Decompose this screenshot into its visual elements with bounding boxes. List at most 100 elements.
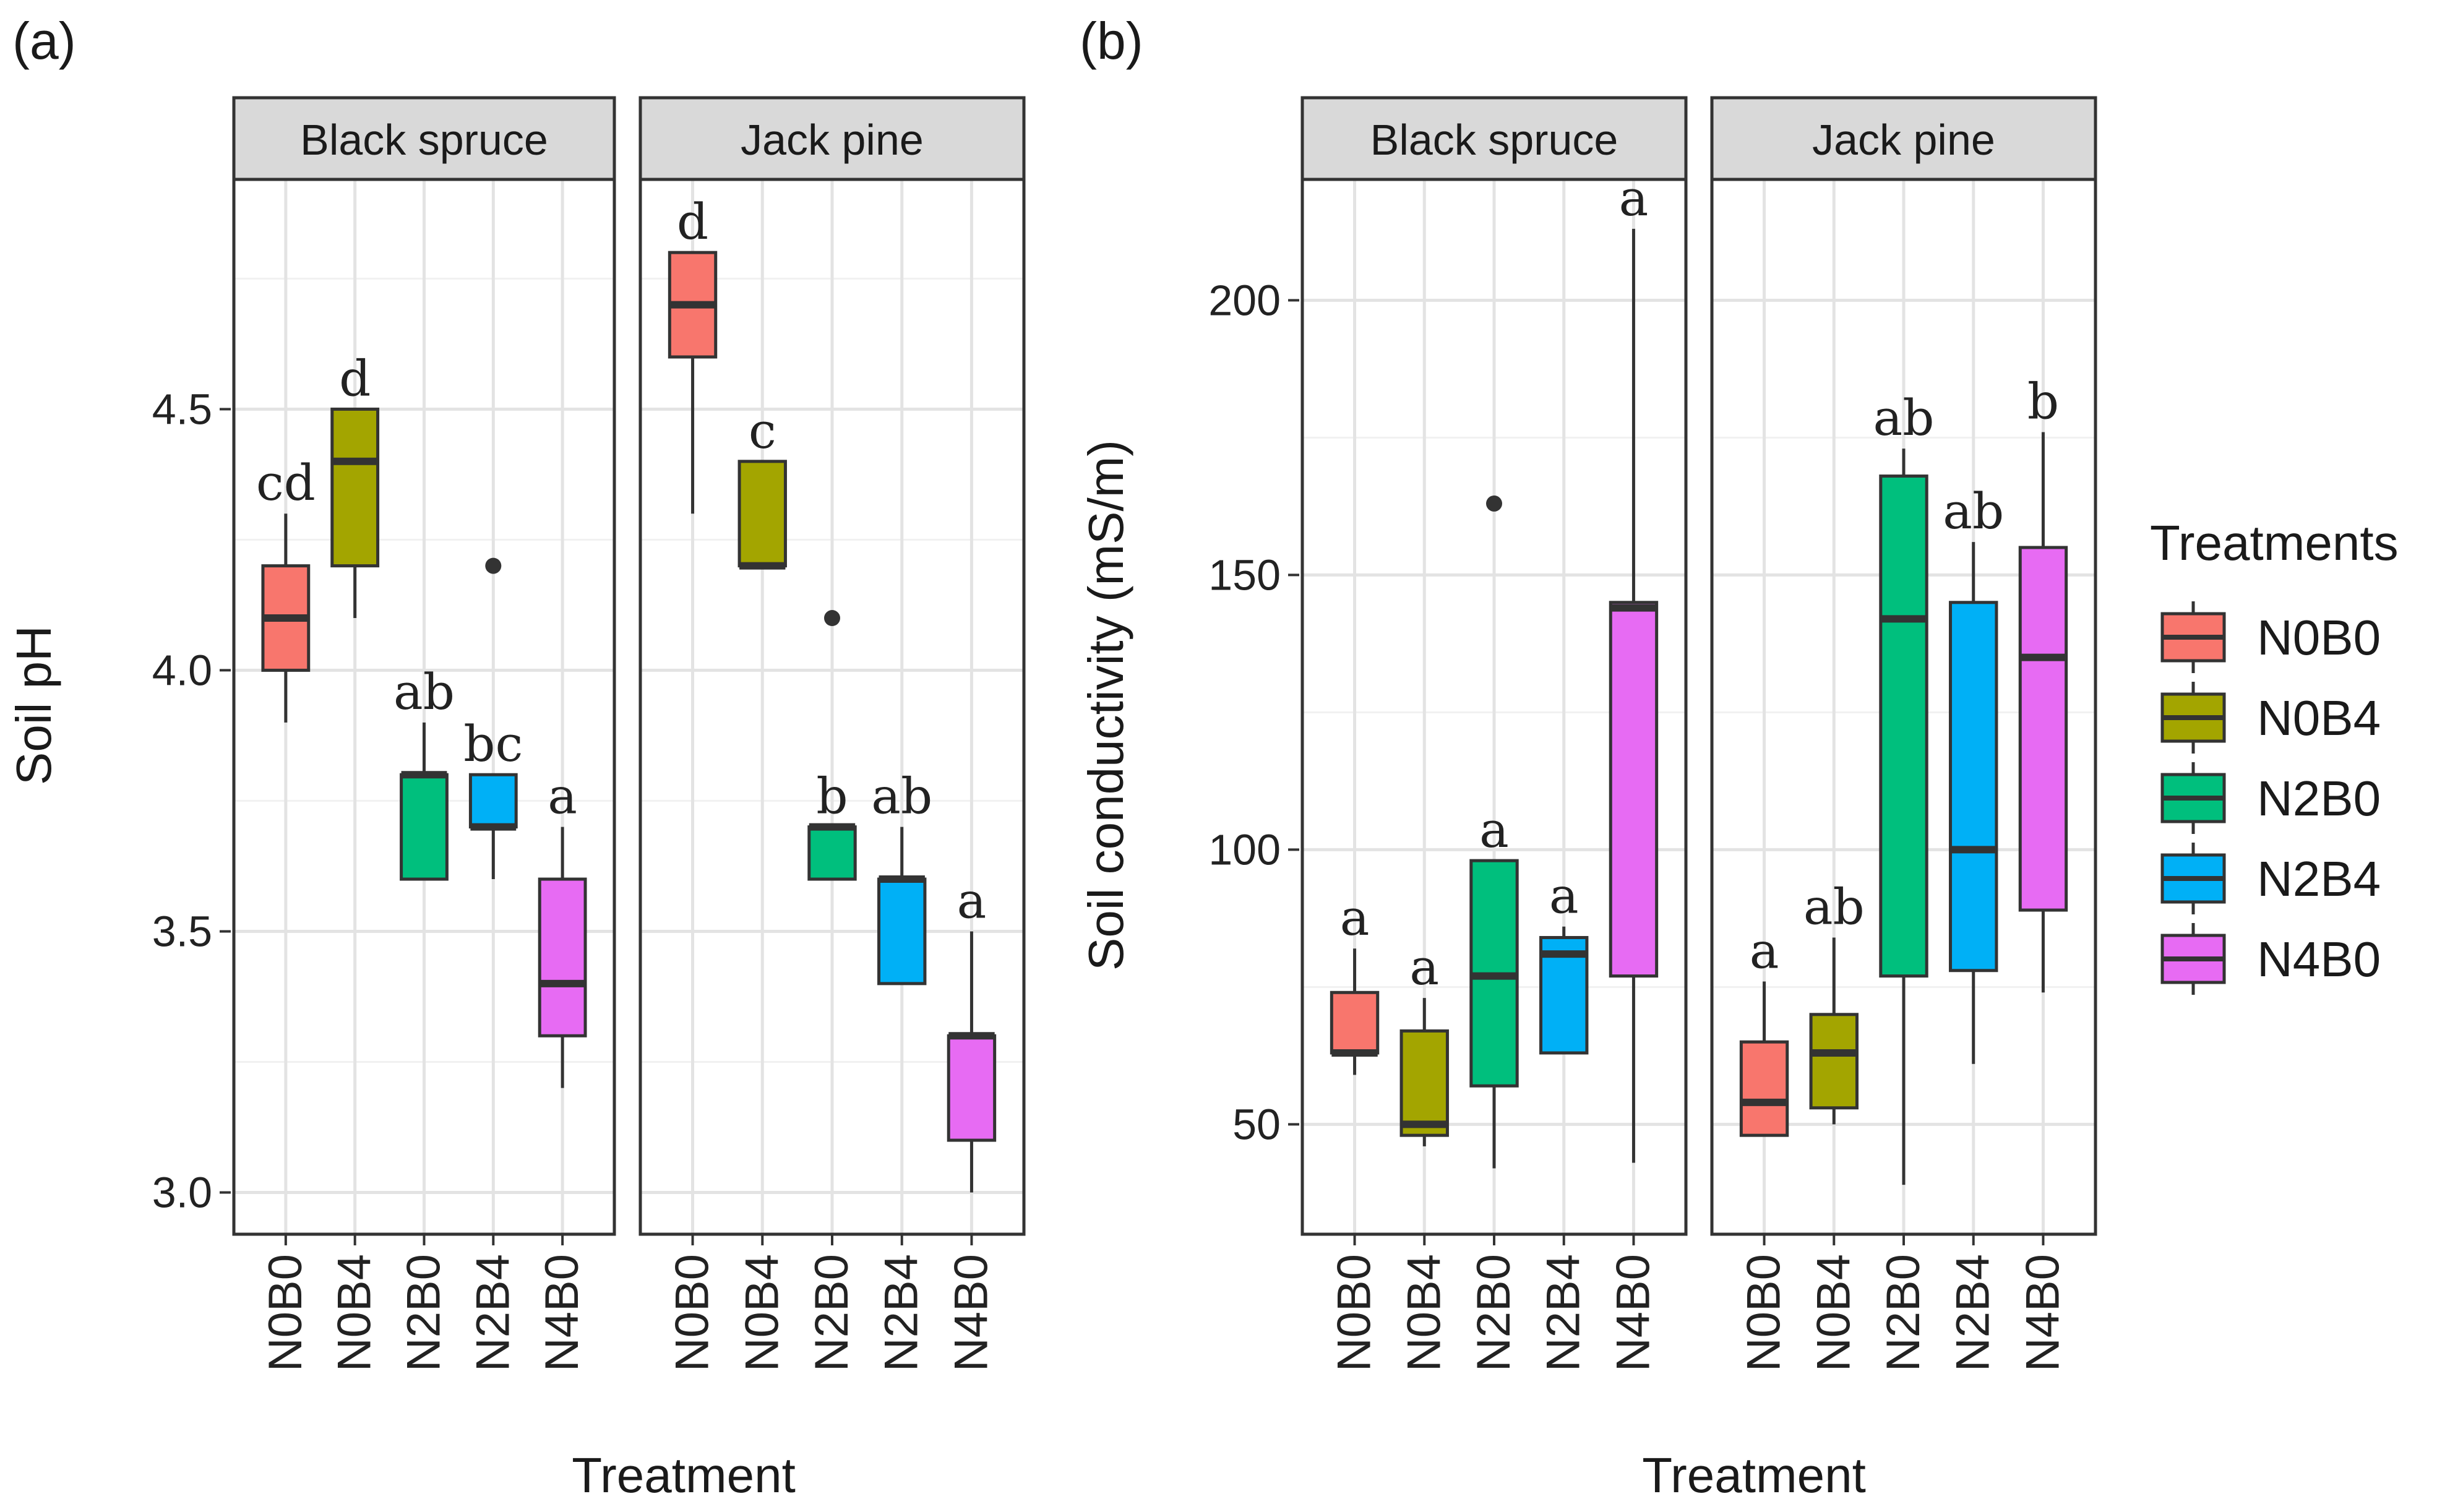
box-n0b4: ab xyxy=(1803,878,1865,1125)
box-iqr xyxy=(1809,1013,1859,1110)
box-n0b0: a xyxy=(1330,889,1380,1075)
box-iqr xyxy=(1949,601,1998,973)
significance-letter: ab xyxy=(1803,878,1865,935)
box-iqr xyxy=(1609,601,1659,978)
x-tick-label: N2B0 xyxy=(398,1254,450,1372)
legend-item-label: N0B4 xyxy=(2257,690,2381,745)
y-axis-title-b: Soil conductivity (mS/m) xyxy=(1078,440,1133,971)
significance-letter: a xyxy=(1340,889,1370,947)
y-axis-title-a: Soil pH xyxy=(6,625,61,785)
x-tick-label: N2B4 xyxy=(875,1254,928,1372)
x-tick-label: N4B0 xyxy=(945,1254,997,1372)
x-tick-label: N2B4 xyxy=(466,1254,519,1372)
legend-item-label: N4B0 xyxy=(2257,932,2381,987)
y-tick-label: 100 xyxy=(1208,825,1281,874)
legend-keys: N0B0 N0B4 N2B0 N2B4 N4B0 xyxy=(2160,601,2381,995)
y-tick-label: 150 xyxy=(1208,551,1281,599)
facet-strip-label: Black spruce xyxy=(300,116,548,164)
significance-letter: a xyxy=(1750,922,1779,980)
legend-item-n0b0: N0B0 xyxy=(2160,601,2381,673)
facet-strip-label: Jack pine xyxy=(1812,116,1995,164)
box-n0b0: a xyxy=(1739,922,1789,1137)
panel-label-b: (b) xyxy=(1080,12,1143,70)
significance-letter: cd xyxy=(256,454,316,512)
facet-strip xyxy=(1710,96,2097,181)
box-iqr xyxy=(2018,546,2068,912)
box-n2b4: a xyxy=(1539,867,1589,1055)
x-tick-label: N2B0 xyxy=(806,1254,858,1372)
significance-letter: a xyxy=(1549,867,1579,925)
box-n0b4: c xyxy=(737,402,787,570)
y-tick-label: 4.5 xyxy=(152,385,212,433)
legend-item-label: N2B4 xyxy=(2257,851,2381,906)
box-iqr xyxy=(400,773,449,881)
facet-jack-pine: d c b aba Jack pine N0B0 N0B4 N2B0 N2B4 N4B0 xyxy=(638,96,1026,1372)
x-tick-label: N0B0 xyxy=(1738,1254,1790,1372)
box-iqr xyxy=(1330,990,1380,1055)
y-tick-label: 4.0 xyxy=(152,646,212,694)
y-tick-label: 3.5 xyxy=(152,907,212,955)
box-iqr xyxy=(1879,475,1928,978)
box-n4b0: b xyxy=(2018,372,2068,993)
x-tick-label: N4B0 xyxy=(536,1254,588,1372)
box-n4b0: a xyxy=(538,768,587,1088)
significance-letter: bc xyxy=(463,715,523,773)
box-iqr xyxy=(1399,1029,1449,1137)
box-n0b0: d xyxy=(668,193,718,514)
x-tick-label: N2B4 xyxy=(1947,1254,2000,1372)
facet-strip xyxy=(1300,96,1688,181)
significance-letter: a xyxy=(548,768,577,825)
box-n0b0: cd xyxy=(256,454,316,723)
box-n4b0: a xyxy=(1609,170,1659,1163)
x-tick-label: N2B0 xyxy=(1468,1254,1520,1372)
significance-letter: b xyxy=(816,768,848,825)
box-iqr xyxy=(330,407,380,568)
legend-title: Treatments xyxy=(2150,515,2399,570)
x-tick-label: N0B4 xyxy=(329,1254,381,1372)
legend-item-n4b0: N4B0 xyxy=(2160,923,2381,995)
box-n4b0: a xyxy=(947,872,997,1193)
outlier-point xyxy=(824,610,840,627)
facet-strip xyxy=(232,96,616,181)
box-n2b0: a xyxy=(1469,495,1519,1169)
x-tick-label: N0B0 xyxy=(259,1254,312,1372)
box-iqr xyxy=(947,1034,997,1142)
outlier-point xyxy=(1486,495,1502,512)
box-n2b4: ab xyxy=(1943,483,2004,1064)
y-tick-label: 200 xyxy=(1208,276,1281,324)
legend-item-n0b4: N0B4 xyxy=(2160,682,2381,754)
significance-letter: a xyxy=(957,872,987,929)
x-tick-label: N2B0 xyxy=(1877,1254,1930,1372)
legend-item-n2b0: N2B0 xyxy=(2160,762,2381,834)
facet-strip-label: Jack pine xyxy=(741,116,924,164)
x-tick-label: N0B0 xyxy=(1328,1254,1381,1372)
x-tick-label: N2B4 xyxy=(1537,1254,1590,1372)
x-tick-label: N0B4 xyxy=(736,1254,788,1372)
box-iqr xyxy=(468,773,518,829)
outlier-point xyxy=(485,557,502,574)
x-axis-title-b: Treatment xyxy=(1642,1448,1866,1503)
significance-letter: d xyxy=(339,350,371,407)
box-n2b0: ab xyxy=(1873,389,1935,1185)
significance-letter: a xyxy=(1479,801,1509,859)
panel-label-a: (a) xyxy=(12,12,76,70)
legend: Treatments N0B0 N0B4 N2B0 N2B4 N4B0 xyxy=(2150,515,2399,995)
significance-letter: ab xyxy=(1873,389,1935,447)
y-tick-label: 50 xyxy=(1232,1100,1281,1148)
x-tick-label: N0B4 xyxy=(1807,1254,1860,1372)
box-iqr xyxy=(807,825,857,881)
y-tick-label: 3.0 xyxy=(152,1168,212,1216)
significance-letter: ab xyxy=(871,768,932,825)
box-n2b0: ab xyxy=(393,663,455,881)
box-n2b4: bc xyxy=(463,557,523,880)
significance-letter: d xyxy=(677,193,708,251)
box-iqr xyxy=(877,877,927,986)
box-iqr xyxy=(538,877,587,1037)
